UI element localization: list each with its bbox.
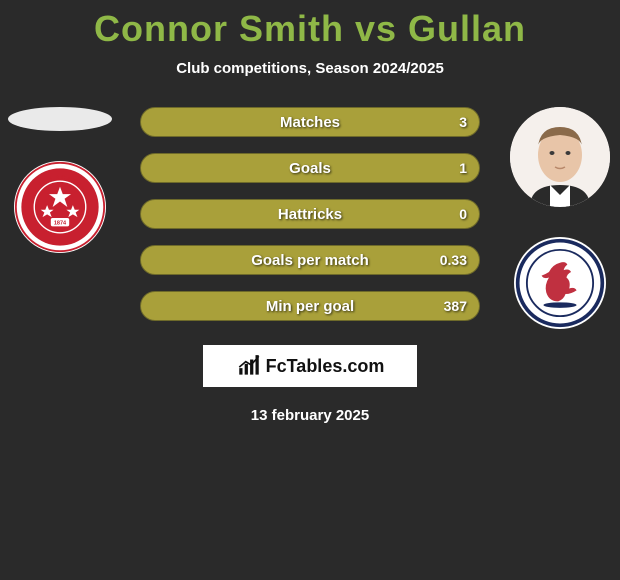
hamilton-badge-icon: 1874 HAMILTON ACADEMICAL: [14, 161, 106, 253]
stat-value-right: 3: [459, 114, 467, 130]
player-face-icon: [510, 107, 610, 207]
stat-row-matches: Matches 3: [140, 107, 480, 137]
subtitle: Club competitions, Season 2024/2025: [0, 60, 620, 77]
left-club-badge: 1874 HAMILTON ACADEMICAL: [14, 161, 106, 253]
right-player-avatar: [510, 107, 610, 207]
comparison-content: 1874 HAMILTON ACADEMICAL: [0, 107, 620, 424]
stat-value-right: 387: [444, 298, 467, 314]
left-player-avatar: [8, 107, 112, 131]
stat-row-goals: Goals 1: [140, 153, 480, 183]
branding-box: FcTables.com: [203, 345, 417, 387]
branding-chart-icon: [236, 353, 262, 379]
stat-row-goals-per-match: Goals per match 0.33: [140, 245, 480, 275]
stats-bars: Matches 3 Goals 1 Hattricks 0 Goals per …: [140, 107, 480, 321]
stat-row-min-per-goal: Min per goal 387: [140, 291, 480, 321]
stat-value-right: 0: [459, 206, 467, 222]
stat-label: Goals: [289, 160, 331, 177]
stat-label: Goals per match: [251, 252, 369, 269]
page-title: Connor Smith vs Gullan: [0, 0, 620, 50]
stat-label: Matches: [280, 114, 340, 131]
right-club-badge: [514, 237, 606, 329]
stat-label: Hattricks: [278, 206, 342, 223]
right-player-column: [508, 107, 612, 329]
date-label: 13 february 2025: [0, 407, 620, 424]
svg-text:1874: 1874: [54, 220, 67, 226]
branding-text: FcTables.com: [266, 356, 385, 377]
raith-badge-icon: [514, 237, 606, 329]
left-player-column: 1874 HAMILTON ACADEMICAL: [8, 107, 112, 253]
stat-value-right: 1: [459, 160, 467, 176]
stat-row-hattricks: Hattricks 0: [140, 199, 480, 229]
stat-label: Min per goal: [266, 298, 354, 315]
stat-value-right: 0.33: [440, 252, 467, 268]
